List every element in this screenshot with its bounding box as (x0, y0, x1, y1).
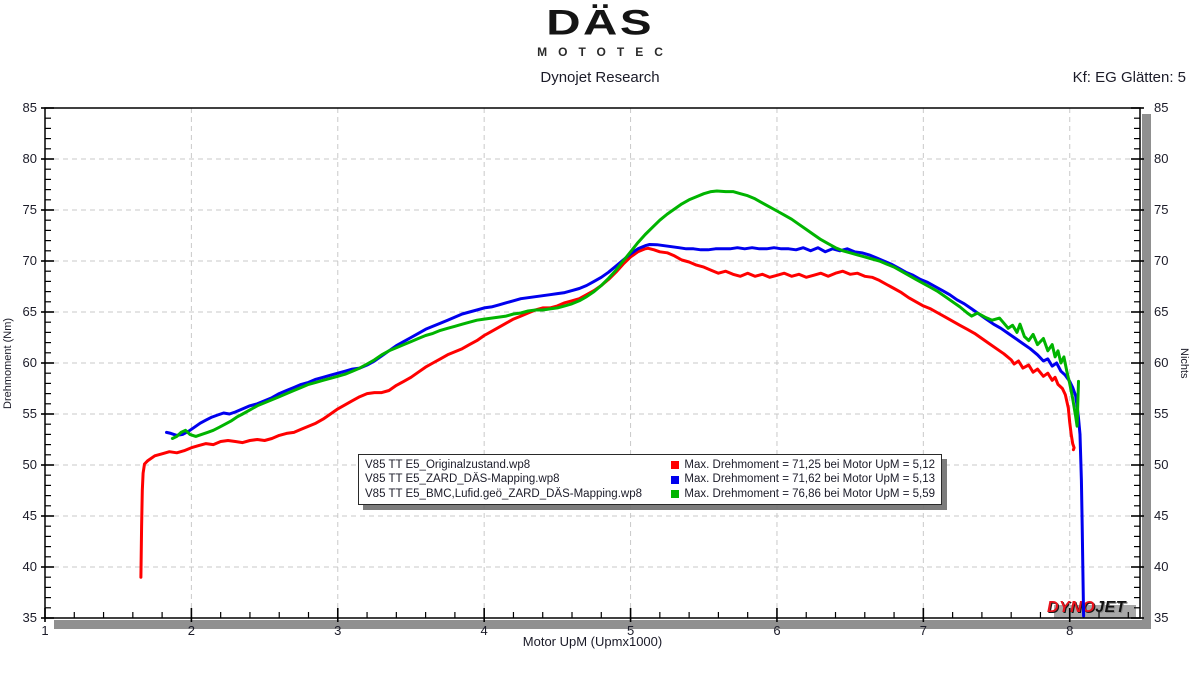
svg-text:3: 3 (334, 623, 341, 638)
legend-color-swatch-blue (671, 475, 680, 484)
y-axis-label-right: Nichts (1178, 347, 1190, 379)
svg-text:45: 45 (1154, 508, 1168, 523)
svg-text:60: 60 (1154, 355, 1168, 370)
dynojet-watermark-shadow (1054, 605, 1136, 618)
legend-row-original: V85 TT E5_Originalzustand.wp8 Max. Drehm… (365, 458, 935, 472)
svg-text:75: 75 (23, 202, 37, 217)
svg-text:50: 50 (23, 457, 37, 472)
legend-run-name: V85 TT E5_Originalzustand.wp8 (365, 459, 531, 471)
svg-text:80: 80 (1154, 151, 1168, 166)
svg-text:5: 5 (627, 623, 634, 638)
svg-text:6: 6 (773, 623, 780, 638)
legend-max-result: Max. Drehmoment = 71,25 bei Motor UpM = … (684, 459, 935, 471)
svg-text:45: 45 (23, 508, 37, 523)
svg-text:65: 65 (1154, 304, 1168, 319)
svg-text:65: 65 (23, 304, 37, 319)
svg-text:55: 55 (1154, 406, 1168, 421)
x-axis-label: Motor UpM (Upmx1000) (522, 634, 663, 649)
svg-text:2: 2 (188, 623, 195, 638)
svg-text:55: 55 (23, 406, 37, 421)
svg-text:60: 60 (23, 355, 37, 370)
svg-text:85: 85 (23, 100, 37, 115)
legend-max-result: Max. Drehmoment = 76,86 bei Motor UpM = … (684, 487, 935, 500)
legend-run-name: V85 TT E5_BMC,Lufid.geö_ZARD_DÄS-Mapping… (365, 487, 642, 500)
legend-color-swatch-green (671, 489, 680, 498)
legend-row-bmc: V85 TT E5_BMC,Lufid.geö_ZARD_DÄS-Mapping… (365, 487, 935, 501)
legend-color-swatch-red (671, 461, 680, 470)
svg-text:8: 8 (1066, 623, 1073, 638)
dynojet-watermark-jet: JET (1095, 599, 1127, 616)
legend-run-name: V85 TT E5_ZARD_DÄS-Mapping.wp8 (365, 473, 560, 486)
svg-text:75: 75 (1154, 202, 1168, 217)
svg-text:85: 85 (1154, 100, 1168, 115)
smoothing-note: Kf: EG Glätten: 5 (1072, 69, 1186, 86)
brand-logo-subtext: MOTOTEC (537, 45, 674, 59)
svg-text:40: 40 (23, 559, 37, 574)
legend-box: V85 TT E5_Originalzustand.wp8 Max. Drehm… (358, 454, 942, 506)
svg-text:50: 50 (1154, 457, 1168, 472)
svg-text:40: 40 (1154, 559, 1168, 574)
brand-logo: DÄS MOTOTEC (0, 6, 1200, 58)
brand-logo-text: DÄS (546, 4, 654, 43)
svg-text:35: 35 (1154, 610, 1168, 625)
svg-text:35: 35 (23, 610, 37, 625)
legend-row-zard: V85 TT E5_ZARD_DÄS-Mapping.wp8 Max. Dreh… (365, 472, 935, 486)
legend-max-result: Max. Drehmoment = 71,62 bei Motor UpM = … (684, 473, 935, 486)
svg-text:1: 1 (41, 623, 48, 638)
svg-text:80: 80 (23, 151, 37, 166)
chart-title: Dynojet Research (540, 69, 660, 86)
svg-text:7: 7 (920, 623, 927, 638)
svg-text:70: 70 (23, 253, 37, 268)
svg-text:4: 4 (481, 623, 488, 638)
svg-text:70: 70 (1154, 253, 1168, 268)
